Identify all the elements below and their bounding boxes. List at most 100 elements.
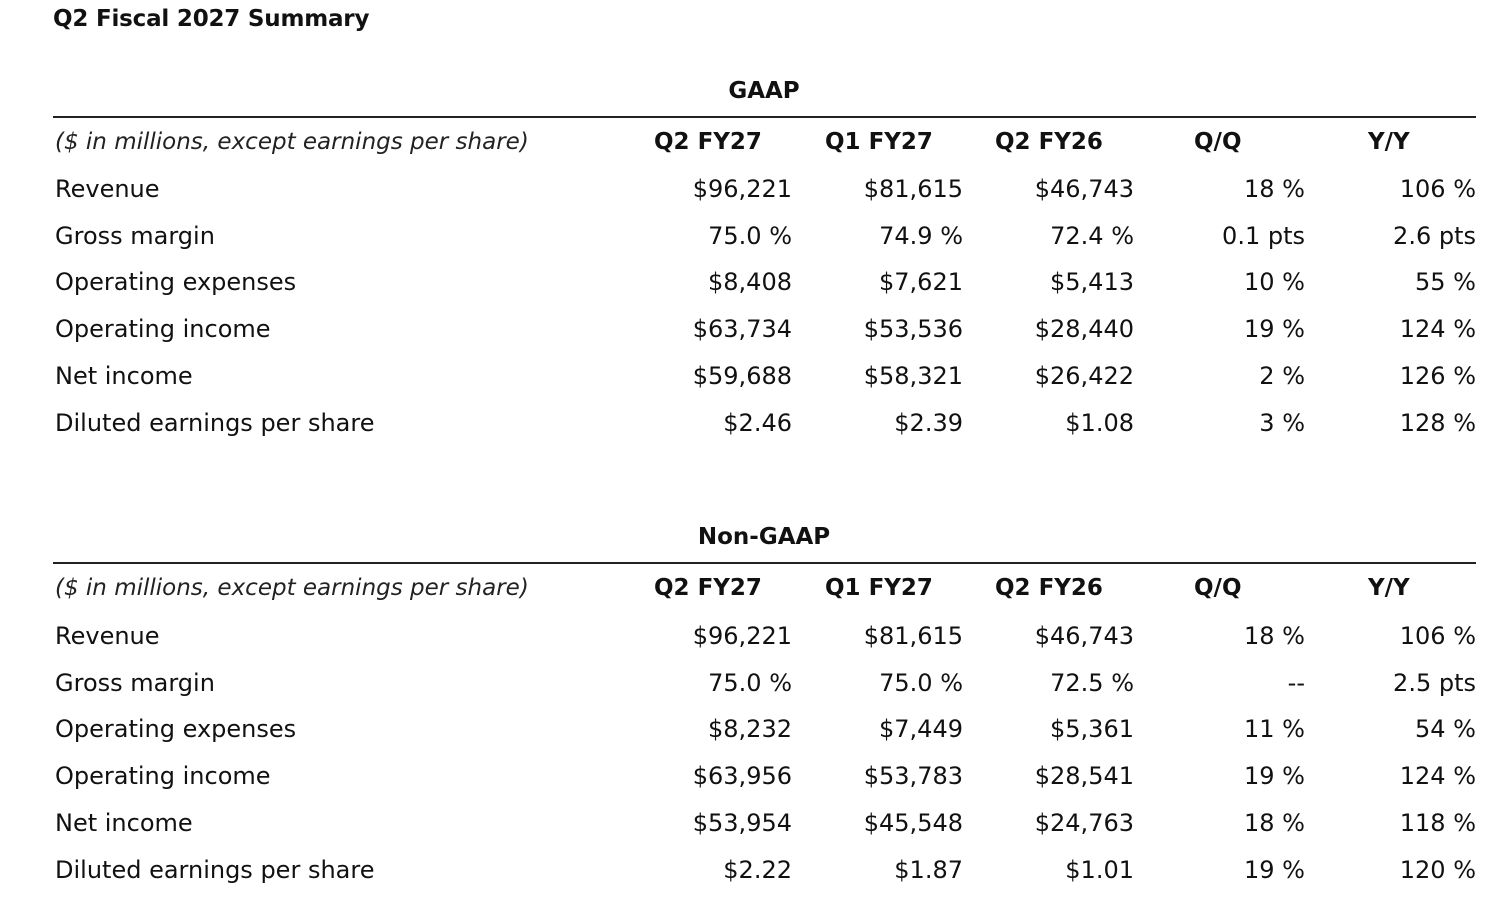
column-header-qq: Q/Q [1194,129,1242,155]
cell-q1-fy27: $81,615 [863,175,963,203]
column-header-yy: Y/Y [1368,129,1410,155]
non-gaap-heading-text: Non-GAAP [697,524,831,550]
cell-q2-fy27: $8,408 [708,268,792,296]
column-header-yy: Y/Y [1368,575,1410,601]
cell-yy: 128 % [1399,409,1476,437]
cell-q2-fy26: $1.01 [1065,856,1134,884]
cell-q2-fy27: $96,221 [692,622,792,650]
cell-q2-fy27: 75.0 % [708,669,792,697]
row-label: Operating expenses [55,715,297,743]
cell-q1-fy27: $58,321 [863,362,963,390]
table-row: Operating expenses $8,408 $7,621 $5,413 … [53,262,1476,302]
non-gaap-divider [53,562,1476,564]
cell-qq: 0.1 pts [1222,222,1305,250]
cell-qq: 19 % [1244,856,1305,884]
column-header-qq: Q/Q [1194,575,1242,601]
row-label: Revenue [55,622,160,650]
column-header-q2-fy27: Q2 FY27 [654,129,762,155]
cell-yy: 54 % [1415,715,1476,743]
cell-q2-fy26: $24,763 [1034,809,1134,837]
page-title: Q2 Fiscal 2027 Summary [53,6,370,32]
cell-yy: 124 % [1399,315,1476,343]
cell-q2-fy26: $28,440 [1034,315,1134,343]
cell-q2-fy27: $63,956 [692,762,792,790]
cell-q2-fy27: $2.46 [723,409,792,437]
row-label: Net income [55,362,193,390]
cell-q2-fy26: $46,743 [1034,175,1134,203]
table-row: Revenue $96,221 $81,615 $46,743 18 % 106… [53,616,1476,656]
cell-q1-fy27: 75.0 % [879,669,963,697]
row-label: Net income [55,809,193,837]
cell-q1-fy27: $1.87 [894,856,963,884]
row-label: Operating expenses [55,268,297,296]
column-note: ($ in millions, except earnings per shar… [55,129,529,155]
cell-yy: 106 % [1399,622,1476,650]
gaap-header-row: ($ in millions, except earnings per shar… [53,122,1476,162]
non-gaap-heading: Non-GAAP [53,522,1476,556]
cell-q2-fy27: 75.0 % [708,222,792,250]
cell-q2-fy26: $5,361 [1050,715,1134,743]
cell-qq: -- [1287,669,1305,697]
cell-yy: 118 % [1399,809,1476,837]
cell-qq: 11 % [1244,715,1305,743]
row-label: Gross margin [55,222,215,250]
cell-q2-fy26: $5,413 [1050,268,1134,296]
gaap-heading: GAAP [53,76,1476,110]
table-row: Net income $53,954 $45,548 $24,763 18 % … [53,803,1476,843]
cell-yy: 2.5 pts [1393,669,1476,697]
row-label: Diluted earnings per share [55,409,375,437]
table-row: Gross margin 75.0 % 74.9 % 72.4 % 0.1 pt… [53,216,1476,256]
cell-q1-fy27: 74.9 % [879,222,963,250]
cell-yy: 120 % [1399,856,1476,884]
cell-q2-fy26: 72.4 % [1050,222,1134,250]
table-row: Diluted earnings per share $2.46 $2.39 $… [53,403,1476,443]
cell-q2-fy26: $46,743 [1034,622,1134,650]
cell-q1-fy27: $2.39 [894,409,963,437]
cell-q2-fy27: $63,734 [692,315,792,343]
column-header-q2-fy27: Q2 FY27 [654,575,762,601]
cell-yy: 55 % [1415,268,1476,296]
cell-q1-fy27: $53,536 [863,315,963,343]
column-header-q1-fy27: Q1 FY27 [825,129,933,155]
cell-yy: 106 % [1399,175,1476,203]
cell-q2-fy26: $28,541 [1034,762,1134,790]
cell-qq: 18 % [1244,622,1305,650]
cell-yy: 2.6 pts [1393,222,1476,250]
cell-q1-fy27: $53,783 [863,762,963,790]
cell-qq: 18 % [1244,175,1305,203]
gaap-heading-text: GAAP [728,78,800,104]
cell-q1-fy27: $81,615 [863,622,963,650]
cell-q2-fy26: $26,422 [1034,362,1134,390]
table-row: Operating income $63,956 $53,783 $28,541… [53,756,1476,796]
cell-q2-fy27: $96,221 [692,175,792,203]
cell-qq: 19 % [1244,315,1305,343]
row-label: Gross margin [55,669,215,697]
cell-q1-fy27: $7,449 [879,715,963,743]
column-header-q2-fy26: Q2 FY26 [995,129,1103,155]
column-header-q2-fy26: Q2 FY26 [995,575,1103,601]
table-row: Diluted earnings per share $2.22 $1.87 $… [53,850,1476,890]
table-row: Operating income $63,734 $53,536 $28,440… [53,309,1476,349]
cell-qq: 3 % [1259,409,1305,437]
non-gaap-header-row: ($ in millions, except earnings per shar… [53,568,1476,608]
column-header-q1-fy27: Q1 FY27 [825,575,933,601]
cell-q2-fy27: $53,954 [692,809,792,837]
cell-q2-fy26: $1.08 [1065,409,1134,437]
cell-qq: 2 % [1259,362,1305,390]
cell-qq: 18 % [1244,809,1305,837]
table-row: Gross margin 75.0 % 75.0 % 72.5 % -- 2.5… [53,663,1476,703]
cell-qq: 10 % [1244,268,1305,296]
table-row: Operating expenses $8,232 $7,449 $5,361 … [53,709,1476,749]
cell-yy: 126 % [1399,362,1476,390]
cell-q2-fy26: 72.5 % [1050,669,1134,697]
cell-q2-fy27: $59,688 [692,362,792,390]
gaap-divider [53,116,1476,118]
cell-q2-fy27: $8,232 [708,715,792,743]
row-label: Operating income [55,315,271,343]
cell-yy: 124 % [1399,762,1476,790]
cell-q1-fy27: $45,548 [863,809,963,837]
column-note: ($ in millions, except earnings per shar… [55,575,529,601]
cell-q1-fy27: $7,621 [879,268,963,296]
table-row: Revenue $96,221 $81,615 $46,743 18 % 106… [53,169,1476,209]
cell-qq: 19 % [1244,762,1305,790]
